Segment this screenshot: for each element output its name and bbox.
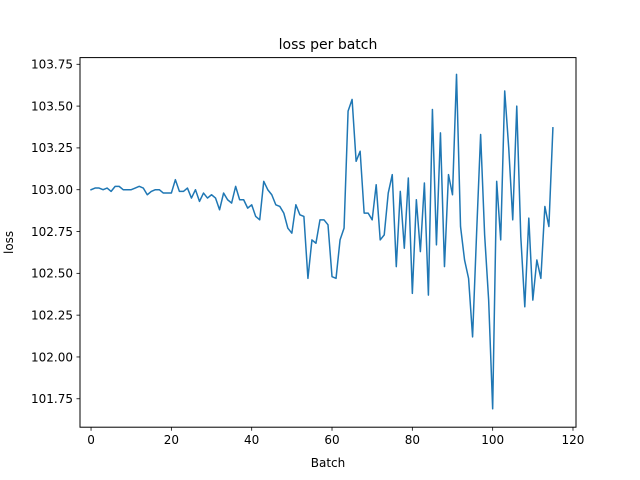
y-tick-label: 103.75 xyxy=(31,58,73,72)
x-tick-label: 100 xyxy=(481,433,504,447)
series-layer xyxy=(90,73,554,410)
y-tick-label: 102.75 xyxy=(31,225,73,239)
x-axis-ticks: 0 20 40 60 80 100 120 xyxy=(87,427,584,447)
plot-area xyxy=(79,57,577,428)
x-tick-label: 40 xyxy=(244,433,259,447)
x-tick-label: 20 xyxy=(164,433,179,447)
x-tick-label: 120 xyxy=(562,433,585,447)
x-tick-label: 60 xyxy=(324,433,339,447)
y-tick-label: 102.00 xyxy=(31,350,73,364)
y-tick-label: 103.50 xyxy=(31,99,73,113)
x-tick-label: 80 xyxy=(405,433,420,447)
axes-frame xyxy=(79,57,577,428)
series-line-0 xyxy=(90,73,554,410)
y-tick-label: 103.25 xyxy=(31,141,73,155)
x-tick-label: 0 xyxy=(87,433,95,447)
y-tick-label: 102.25 xyxy=(31,308,73,322)
y-tick-label: 102.50 xyxy=(31,267,73,281)
y-axis-ticks: 101.75 102.00 102.25 102.50 102.75 103.00 103.… xyxy=(31,58,80,406)
chart-title: loss per batch xyxy=(279,37,378,53)
y-tick-label: 103.00 xyxy=(31,183,73,197)
y-axis-label: loss xyxy=(2,231,16,254)
y-tick-label: 101.75 xyxy=(31,392,73,406)
x-axis-label: Batch xyxy=(311,456,346,470)
